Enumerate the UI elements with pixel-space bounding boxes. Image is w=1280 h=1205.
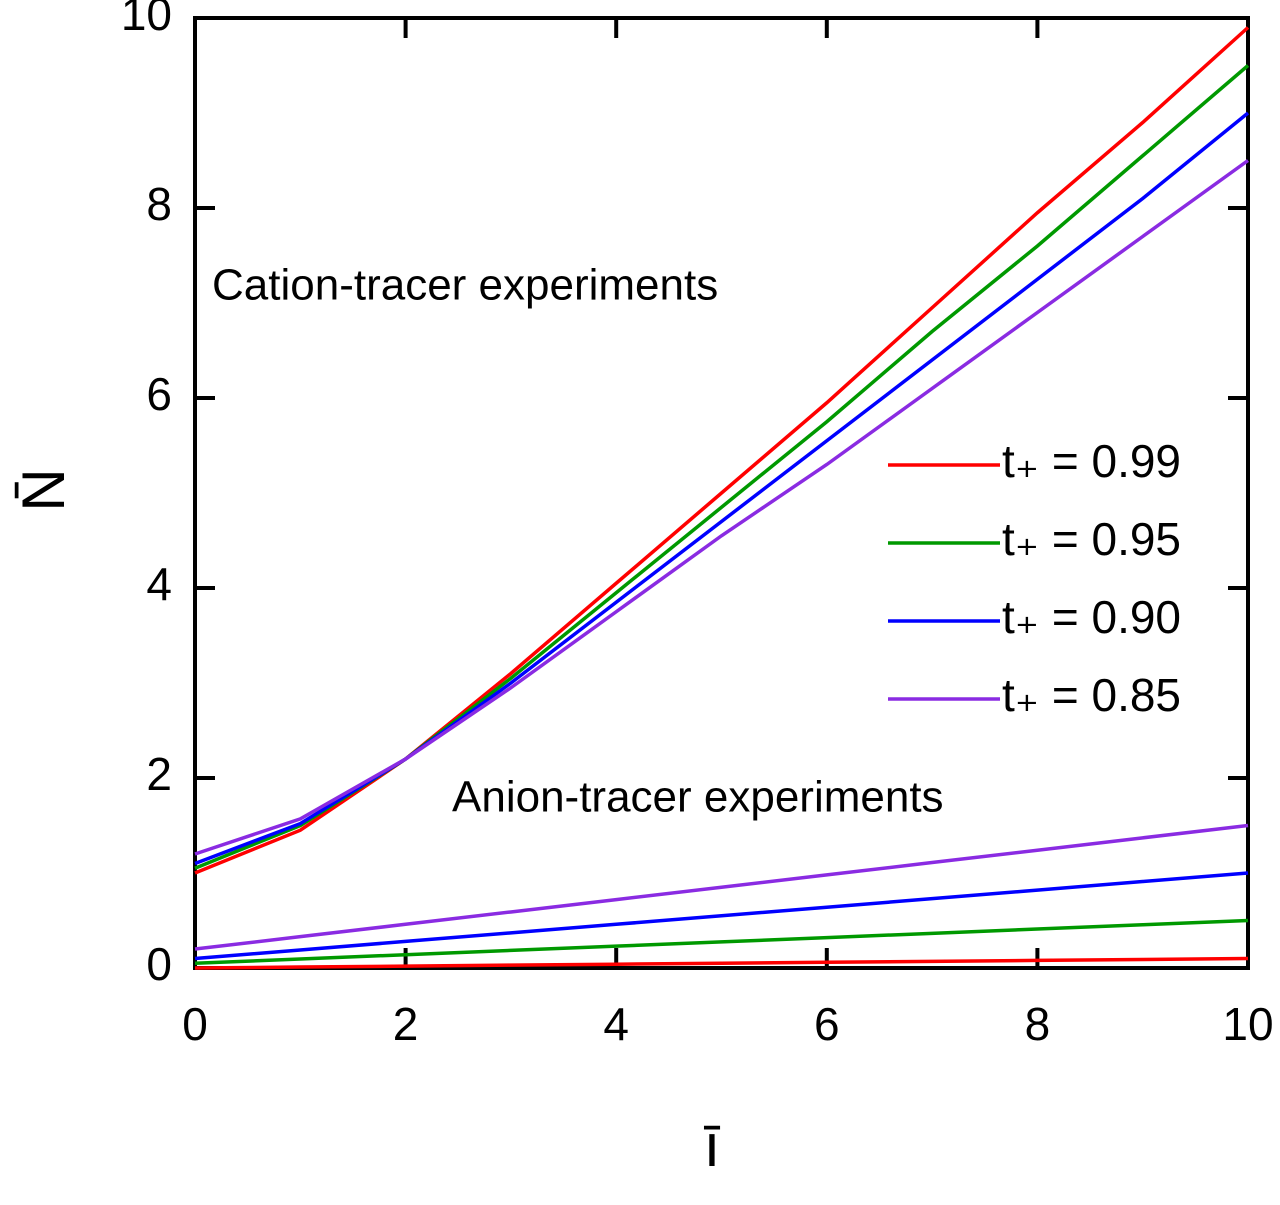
x-tick-label: 2 xyxy=(393,998,419,1050)
y-tick-label: 8 xyxy=(146,178,172,230)
x-tick-label: 0 xyxy=(182,998,208,1050)
legend-label: t₊ = 0.99 xyxy=(1002,435,1181,487)
x-tick-label: 4 xyxy=(603,998,629,1050)
y-tick-label: 6 xyxy=(146,368,172,420)
y-tick-label: 2 xyxy=(146,748,172,800)
series-line xyxy=(194,823,1249,951)
legend-label: t₊ = 0.85 xyxy=(1002,669,1181,721)
legend-label: t₊ = 0.95 xyxy=(1002,513,1181,565)
y-tick-label: 10 xyxy=(121,0,172,40)
x-tick-label: 6 xyxy=(814,998,840,1050)
plot-frame xyxy=(193,16,1250,970)
x-tick-label: 8 xyxy=(1025,998,1051,1050)
x-axis-title: ī xyxy=(704,1112,721,1179)
legend-label: t₊ = 0.90 xyxy=(1002,591,1181,643)
series-line xyxy=(194,956,1249,970)
annotation: Anion-tracer experiments xyxy=(452,773,944,822)
y-tick-label: 0 xyxy=(146,938,172,990)
annotation: Cation-tracer experiments xyxy=(212,261,718,310)
x-tick-label: 10 xyxy=(1222,998,1273,1050)
y-axis-title: N̄ xyxy=(10,468,77,511)
series-line xyxy=(194,918,1249,965)
series-line xyxy=(194,111,1250,866)
series-line xyxy=(194,871,1249,961)
y-tick-label: 4 xyxy=(146,558,172,610)
series-line xyxy=(194,159,1250,856)
